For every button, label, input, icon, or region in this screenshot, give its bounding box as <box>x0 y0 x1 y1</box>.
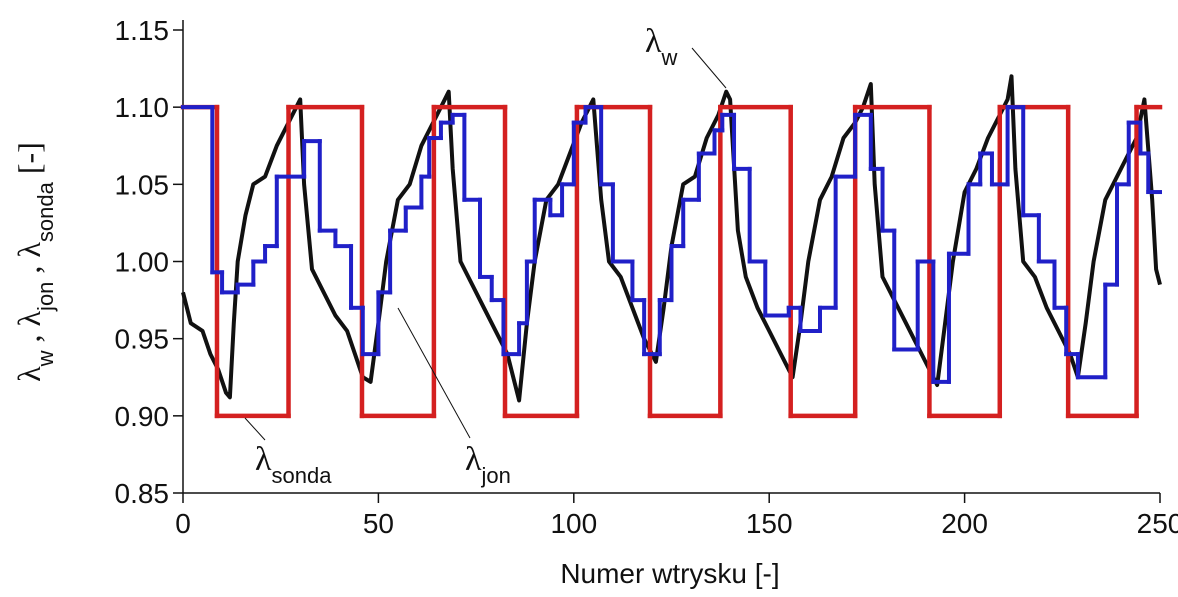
x-axis-label: Numer wtrysku [-] <box>560 558 779 589</box>
series-label-part: sonda <box>272 463 333 488</box>
x-tick-label: 100 <box>550 508 597 539</box>
y-tick-label: 1.05 <box>115 169 170 200</box>
y-tick-label: 1.00 <box>115 247 170 278</box>
y-tick-label: 0.95 <box>115 324 170 355</box>
x-tick-label: 150 <box>746 508 793 539</box>
leader-line <box>397 307 471 439</box>
y-axis-label-part: jon <box>33 282 58 312</box>
y-tick-label: 1.15 <box>115 15 170 46</box>
series-label-part: λ <box>255 441 272 478</box>
y-axis-label-part: sonda <box>33 181 58 242</box>
series-label-part: λ <box>465 441 482 478</box>
leader-line <box>244 417 266 441</box>
y-axis-label: λw , λjon , λsonda [-] <box>11 142 58 382</box>
series-label-part: jon <box>481 463 511 488</box>
y-tick-label: 0.90 <box>115 401 170 432</box>
series-line <box>181 74 1162 403</box>
leader-line <box>691 47 727 89</box>
series-label: λw <box>645 23 678 70</box>
x-tick-label: 50 <box>363 508 394 539</box>
series-label-part: λ <box>645 23 662 60</box>
x-tick-label: 200 <box>941 508 988 539</box>
y-axis-label-part: [-] <box>11 142 47 182</box>
y-tick-label: 0.85 <box>115 478 170 509</box>
x-tick-label: 0 <box>175 508 191 539</box>
y-tick-label: 1.10 <box>115 92 170 123</box>
series-label: λsonda <box>255 441 332 488</box>
y-axis-label-part: λ <box>11 366 47 382</box>
y-axis-label-part: , λ <box>11 310 47 350</box>
series-label: λjon <box>465 441 511 488</box>
x-tick-label: 250 <box>1137 508 1178 539</box>
series-label-part: w <box>661 45 678 70</box>
y-axis-label-part: w <box>33 350 58 367</box>
y-axis-label-part: , λ <box>11 242 47 282</box>
